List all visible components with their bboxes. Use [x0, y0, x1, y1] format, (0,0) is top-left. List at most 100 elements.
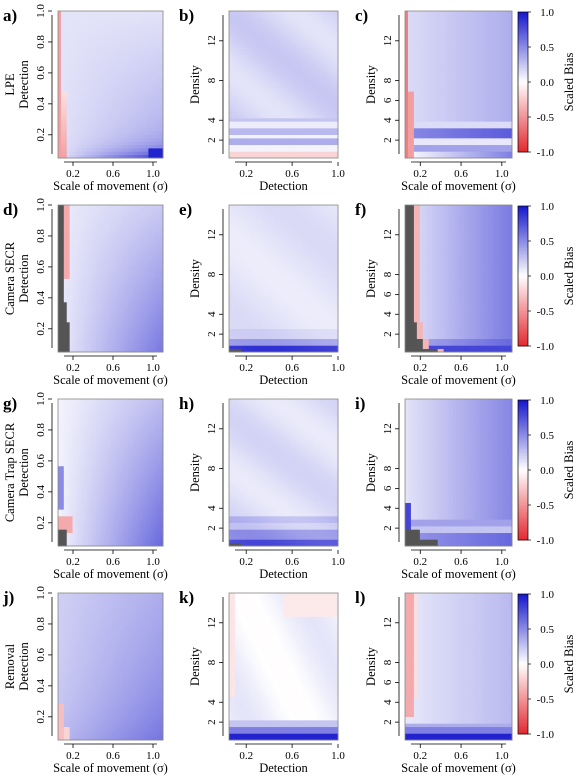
heatmap-cell	[497, 81, 501, 85]
heatmap-cell	[446, 81, 450, 85]
heatmap-cell	[280, 47, 284, 52]
heatmap-cell	[130, 47, 135, 52]
heatmap-cell	[238, 74, 242, 79]
heatmap-cell	[416, 51, 421, 55]
heatmap-cell	[509, 41, 513, 45]
heatmap-cell	[316, 131, 321, 136]
heatmap-cell	[292, 97, 297, 102]
heatmap-cell	[304, 11, 309, 15]
heatmap-cell	[81, 134, 85, 139]
heatmap-cell	[458, 67, 462, 72]
heatmap-cell	[256, 104, 260, 109]
heatmap-cell	[503, 117, 507, 122]
heatmap-cell	[443, 131, 448, 136]
heatmap-cell	[301, 131, 306, 136]
heatmap-cell	[58, 261, 62, 266]
heatmap-cell	[93, 141, 97, 146]
heatmap-cell	[265, 131, 269, 136]
heatmap-cell	[488, 57, 492, 62]
heatmap-cell	[431, 127, 436, 132]
heatmap-cell	[238, 61, 242, 65]
heatmap-cell	[479, 11, 483, 15]
heatmap-cell	[101, 81, 106, 85]
heatmap-cell	[292, 47, 297, 52]
heatmap-cell	[494, 57, 498, 62]
heatmap-cell	[133, 91, 138, 95]
heatmap-cell	[238, 154, 242, 159]
heatmap-cell	[405, 11, 409, 15]
heatmap-cell	[334, 51, 339, 55]
heatmap-cell	[78, 74, 82, 79]
heatmap-cell	[485, 104, 489, 109]
heatmap-cell	[274, 94, 278, 99]
heatmap-cell	[431, 137, 436, 142]
heatmap-cell	[119, 64, 123, 69]
heatmap-cell	[256, 134, 260, 139]
heatmap-cell	[307, 147, 312, 152]
heatmap-cell	[98, 121, 103, 125]
heatmap-cell	[253, 17, 257, 22]
heatmap-cell	[268, 24, 272, 29]
heatmap-cell	[304, 14, 309, 19]
colorbar-swatch	[518, 84, 528, 88]
heatmap-cell	[437, 81, 442, 85]
heatmap-cell	[136, 107, 141, 112]
heatmap-cell	[101, 37, 106, 42]
heatmap-cell	[262, 11, 266, 15]
heatmap-cell	[503, 11, 507, 15]
heatmap-cell	[110, 121, 114, 125]
heatmap-cell	[452, 84, 456, 89]
y-tick-label: 12	[206, 35, 218, 46]
heatmap-cell	[154, 34, 158, 39]
heatmap-cell	[292, 107, 297, 112]
heatmap-cell	[446, 117, 450, 122]
heatmap-cell	[95, 131, 100, 136]
colorbar-swatch	[518, 65, 528, 69]
heatmap-cell	[482, 11, 486, 15]
heatmap-cell	[113, 144, 117, 149]
heatmap-cell	[107, 27, 111, 32]
heatmap-cell	[470, 101, 474, 105]
heatmap-cell	[437, 51, 442, 55]
heatmap-cell	[488, 31, 492, 35]
heatmap-cell	[313, 14, 318, 19]
heatmap-cell	[145, 51, 149, 55]
heatmap-cell	[301, 114, 306, 119]
heatmap-cell	[265, 61, 269, 65]
heatmap-cell	[122, 17, 126, 22]
heatmap-cell	[280, 124, 284, 129]
heatmap-cell	[479, 21, 483, 25]
heatmap-cell	[437, 154, 442, 159]
heatmap-cell	[90, 154, 94, 159]
heatmap-cell	[247, 84, 251, 89]
heatmap-cell	[72, 111, 76, 115]
heatmap-cell	[325, 71, 330, 75]
heatmap-cell	[422, 141, 427, 146]
heatmap-cell	[479, 71, 483, 75]
colorbar-swatch	[518, 70, 528, 74]
heatmap-cell	[458, 131, 462, 136]
heatmap-cell	[60, 41, 65, 45]
heatmap-cell	[440, 111, 445, 115]
heatmap-cell	[310, 54, 315, 59]
heatmap-cell	[122, 64, 126, 69]
heatmap-cell	[90, 84, 94, 89]
heatmap-cell	[485, 71, 489, 75]
heatmap-cell	[75, 14, 79, 19]
heatmap-cell	[119, 37, 123, 42]
heatmap-cell	[434, 151, 439, 156]
heatmap-cell	[66, 127, 71, 132]
heatmap-cell	[328, 31, 333, 35]
heatmap-cell	[116, 131, 120, 136]
heatmap-cell	[128, 74, 132, 79]
heatmap-cell	[101, 14, 106, 19]
heatmap-cell	[413, 14, 418, 19]
heatmap-cell	[235, 37, 239, 42]
heatmap-cell	[265, 154, 269, 159]
heatmap-cell	[235, 41, 239, 45]
heatmap-cell	[63, 41, 68, 45]
heatmap-cell	[422, 101, 427, 105]
heatmap-cell	[443, 51, 448, 55]
heatmap-cell	[142, 154, 146, 159]
heatmap-cell	[151, 14, 155, 19]
